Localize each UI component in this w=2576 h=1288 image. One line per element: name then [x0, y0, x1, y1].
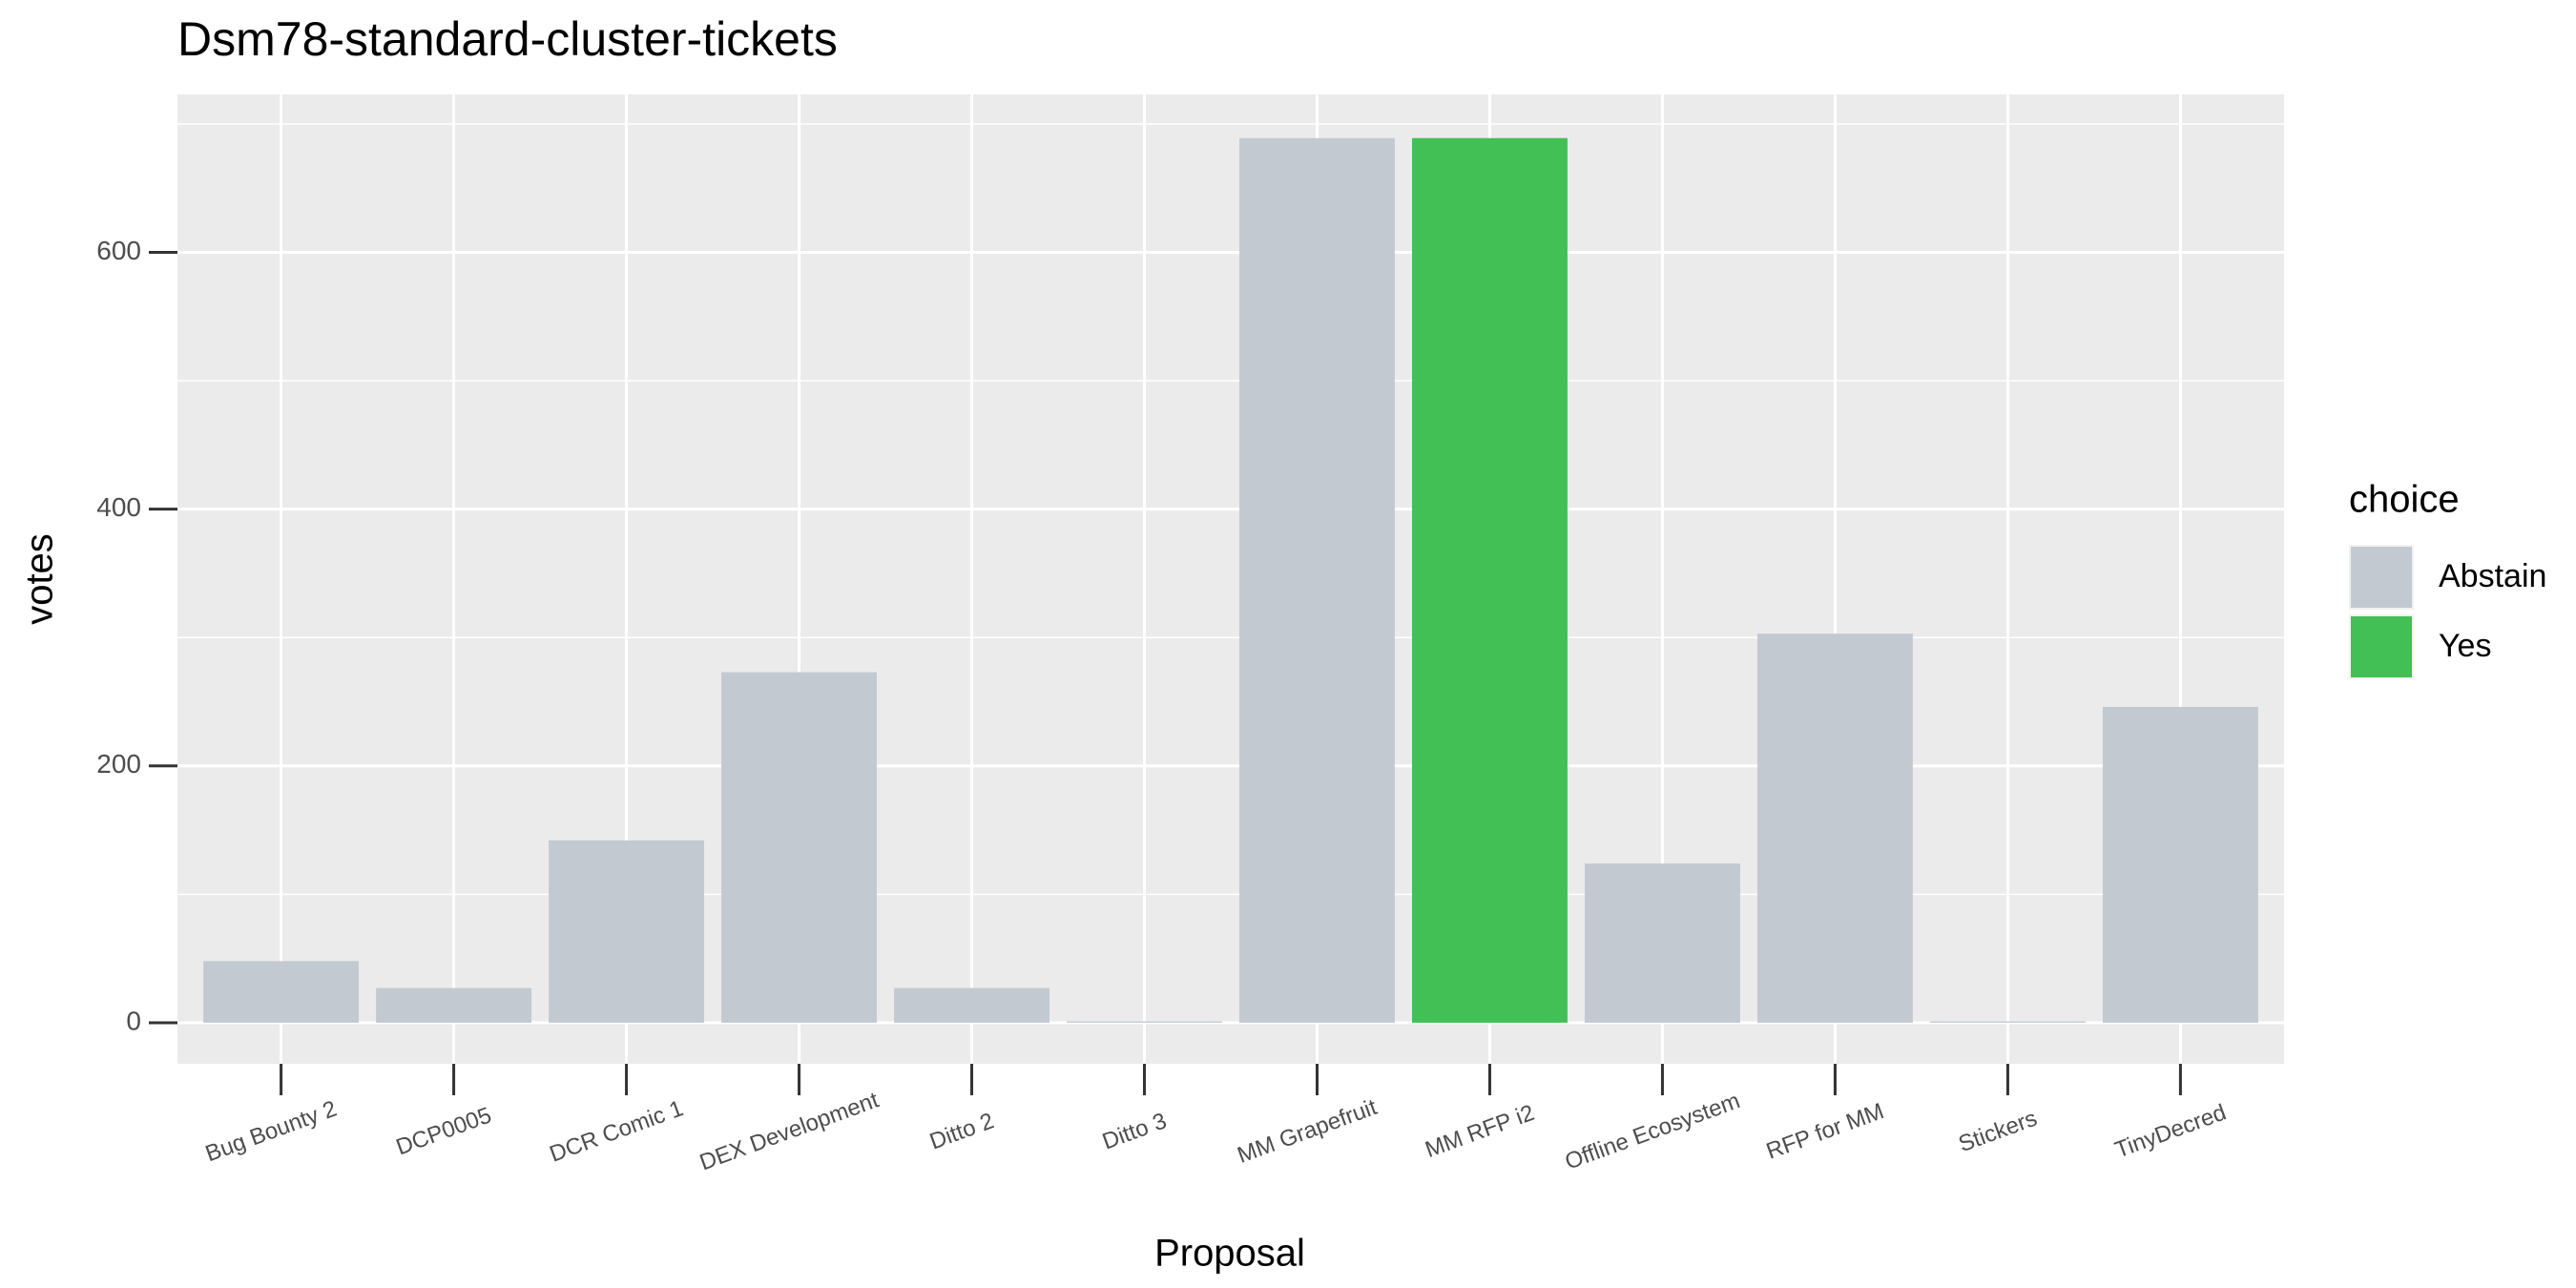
legend-title: choice [2349, 479, 2460, 521]
y-axis-title: votes [19, 533, 61, 625]
chart-title: Dsm78-standard-cluster-tickets [177, 12, 838, 66]
legend-swatch [2351, 547, 2412, 608]
x-tick-label: Stickers [1955, 1106, 2040, 1158]
bar [549, 840, 704, 1023]
x-tick-label: MM RFP i2 [1422, 1100, 1538, 1163]
bar [721, 672, 877, 1023]
x-tick-label: RFP for MM [1763, 1098, 1887, 1164]
x-tick-label: Ditto 2 [926, 1108, 997, 1154]
legend-label: Abstain [2439, 558, 2546, 594]
bar [894, 987, 1049, 1023]
x-tick-label: Offline Ecosystem [1562, 1088, 1744, 1174]
bar [1585, 863, 1740, 1023]
bar [376, 987, 532, 1023]
x-tick-label: MM Grapefruit [1234, 1094, 1381, 1169]
plot-background [177, 94, 2284, 1064]
x-tick-label: DCR Comic 1 [547, 1095, 687, 1168]
legend-label: Yes [2439, 628, 2491, 664]
bar [1239, 137, 1395, 1023]
bar [2102, 706, 2258, 1023]
bar [1929, 1021, 2086, 1023]
x-tick-label: DCP0005 [393, 1102, 495, 1160]
bar [1067, 1021, 1222, 1023]
x-tick-label: Ditto 3 [1099, 1108, 1170, 1154]
x-axis-title: Proposal [1154, 1233, 1305, 1275]
bar [203, 961, 360, 1023]
legend-swatch [2351, 616, 2412, 677]
bar [1412, 137, 1568, 1023]
y-tick-label: 600 [96, 236, 141, 265]
y-tick-label: 0 [126, 1006, 141, 1035]
y-tick-label: 400 [96, 492, 141, 522]
x-tick-label: TinyDecred [2111, 1099, 2230, 1163]
x-tick-label: Bug Bounty 2 [202, 1096, 341, 1168]
y-tick-label: 200 [96, 749, 141, 779]
bar [1757, 634, 1913, 1023]
x-tick-label: DEX Development [696, 1087, 883, 1175]
